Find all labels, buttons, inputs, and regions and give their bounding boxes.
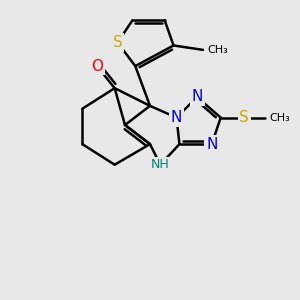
Text: N: N xyxy=(191,89,203,104)
Text: N: N xyxy=(206,136,218,152)
Text: O: O xyxy=(91,58,103,74)
Text: CH₃: CH₃ xyxy=(207,45,228,55)
Text: S: S xyxy=(113,35,122,50)
Text: S: S xyxy=(239,110,249,125)
Text: N: N xyxy=(171,110,182,125)
Text: NH: NH xyxy=(151,158,170,171)
Text: CH₃: CH₃ xyxy=(269,112,290,123)
